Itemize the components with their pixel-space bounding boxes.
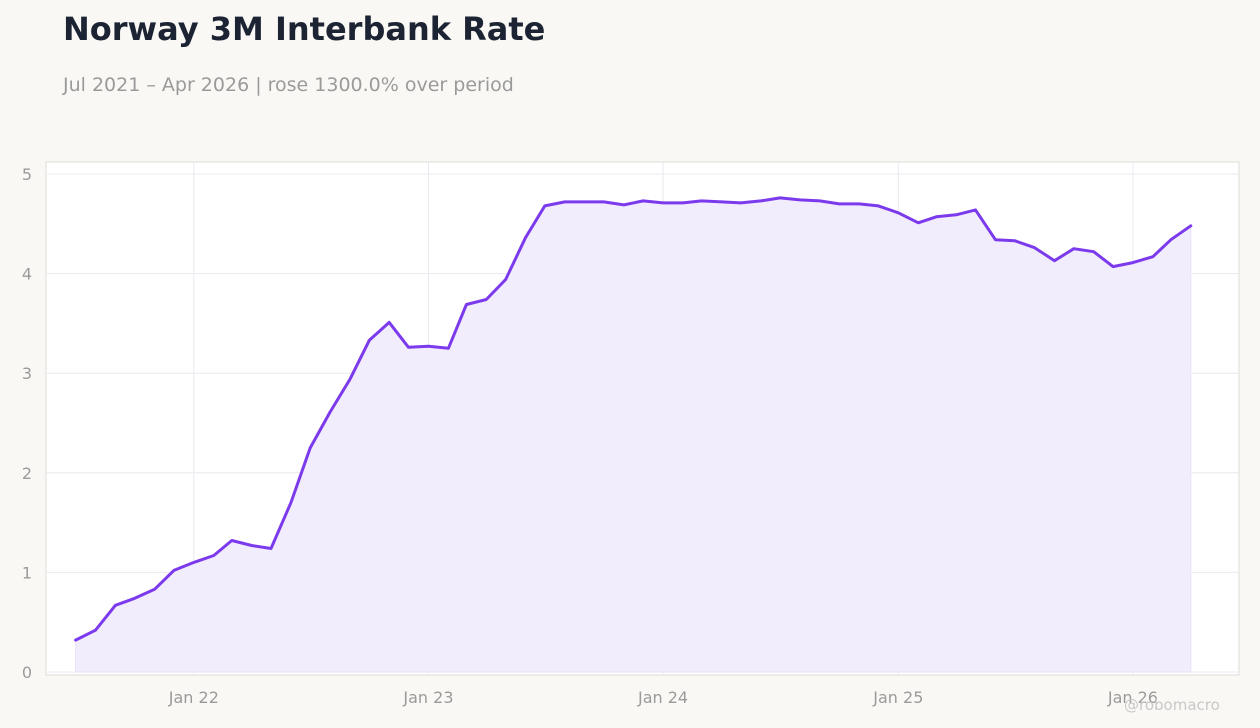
data-point bbox=[1033, 246, 1036, 249]
data-point bbox=[759, 199, 762, 202]
data-point bbox=[289, 501, 292, 504]
x-tick-label: Jan 23 bbox=[402, 688, 453, 707]
x-tick-label: Jan 25 bbox=[872, 688, 923, 707]
data-point bbox=[94, 629, 97, 632]
data-point bbox=[917, 221, 920, 224]
series-group bbox=[74, 196, 1193, 673]
data-point bbox=[662, 201, 665, 204]
data-point bbox=[270, 547, 273, 550]
data-point bbox=[720, 200, 723, 203]
data-point bbox=[114, 604, 117, 607]
y-tick-label: 3 bbox=[22, 364, 32, 383]
data-point bbox=[543, 204, 546, 207]
data-point bbox=[642, 199, 645, 202]
data-point bbox=[974, 208, 977, 211]
data-point bbox=[1053, 259, 1056, 262]
y-tick-label: 0 bbox=[22, 663, 32, 682]
data-point bbox=[602, 200, 605, 203]
data-point bbox=[524, 236, 527, 239]
data-point bbox=[799, 198, 802, 201]
data-point bbox=[504, 278, 507, 281]
data-point bbox=[230, 539, 233, 542]
data-point bbox=[838, 202, 841, 205]
data-point bbox=[897, 211, 900, 214]
data-point bbox=[1151, 255, 1154, 258]
y-tick-label: 4 bbox=[22, 265, 32, 284]
data-point bbox=[622, 203, 625, 206]
y-tick-label: 2 bbox=[22, 464, 32, 483]
data-point bbox=[818, 199, 821, 202]
data-point bbox=[1112, 265, 1115, 268]
data-point bbox=[1092, 250, 1095, 253]
data-point bbox=[74, 639, 77, 642]
x-tick-label: Jan 26 bbox=[1107, 688, 1158, 707]
data-point bbox=[349, 378, 352, 381]
data-point bbox=[1189, 224, 1192, 227]
data-point bbox=[994, 238, 997, 241]
x-tick-label: Jan 24 bbox=[637, 688, 688, 707]
y-tick-label: 5 bbox=[22, 165, 32, 184]
data-point bbox=[1131, 261, 1134, 264]
data-point bbox=[858, 202, 861, 205]
data-point bbox=[1169, 238, 1172, 241]
data-point bbox=[368, 339, 371, 342]
data-point bbox=[955, 213, 958, 216]
data-point bbox=[427, 345, 430, 348]
data-point bbox=[309, 446, 312, 449]
data-point bbox=[212, 554, 215, 557]
data-point bbox=[329, 411, 332, 414]
data-point bbox=[172, 569, 175, 572]
data-point bbox=[1013, 239, 1016, 242]
data-point bbox=[250, 544, 253, 547]
data-point bbox=[192, 561, 195, 564]
axis-ticks: 0 1 2 3 4 5 Jan 22 Jan 23 Jan 24 Jan 25 Jan 26 bbox=[22, 165, 1158, 707]
data-point bbox=[563, 200, 566, 203]
data-point bbox=[935, 215, 938, 218]
data-point bbox=[682, 201, 685, 204]
data-point bbox=[153, 588, 156, 591]
data-point bbox=[779, 196, 782, 199]
data-point bbox=[465, 303, 468, 306]
data-point bbox=[133, 597, 136, 600]
chart-subtitle: Jul 2021 – Apr 2026 | rose 1300.0% over … bbox=[63, 74, 514, 96]
data-point bbox=[739, 201, 742, 204]
data-point bbox=[1072, 247, 1075, 250]
watermark: @robomacro bbox=[1124, 696, 1220, 714]
data-point bbox=[388, 321, 391, 324]
series-line bbox=[74, 196, 1193, 642]
data-point bbox=[583, 200, 586, 203]
data-point bbox=[407, 346, 410, 349]
data-point bbox=[877, 204, 880, 207]
y-tick-label: 1 bbox=[22, 563, 32, 582]
data-point bbox=[700, 199, 703, 202]
chart-title: Norway 3M Interbank Rate bbox=[63, 10, 546, 48]
data-point bbox=[485, 298, 488, 301]
x-tick-label: Jan 22 bbox=[168, 688, 219, 707]
data-point bbox=[447, 347, 450, 350]
